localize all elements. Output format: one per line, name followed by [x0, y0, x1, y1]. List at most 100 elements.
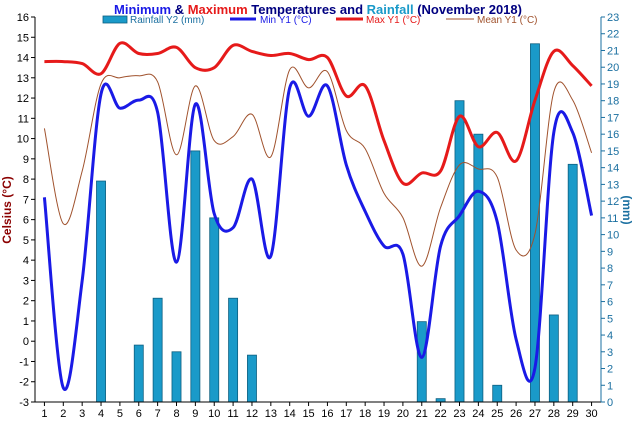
y2-tick-label: 22 [607, 29, 619, 41]
x-tick-label: 25 [491, 408, 503, 420]
x-tick-label: 27 [529, 408, 541, 420]
mean-temp-line [43, 66, 593, 267]
min-temp-line [42, 80, 594, 392]
temperature-lines [42, 41, 594, 392]
rainfall-bar [548, 314, 559, 403]
x-tick-label: 19 [378, 408, 390, 420]
rainfall-bar [171, 351, 182, 403]
x-tick-label: 12 [246, 408, 258, 420]
y2-tick-label: 10 [607, 230, 619, 242]
y-tick-label: -3 [19, 397, 29, 409]
title-minimum: Minimum [114, 2, 171, 17]
title-amp: & [171, 2, 188, 17]
title-rainfall: Rainfall [367, 2, 414, 17]
y2-tick-label: 20 [607, 62, 619, 74]
y2-tick-label: 16 [607, 129, 619, 141]
x-axis-ticks: 1 2 3 4 5 6 7 8 9 10 11 12 13 14 15 16 17 18 19 20 21 22 23 24 2… [41, 402, 598, 420]
y2-tick-label: 21 [607, 45, 619, 57]
title-month: (November 2018) [414, 2, 522, 17]
legend: Rainfall Y2 (mm) Min Y1 (°C) Max Y1 (°C)… [102, 15, 538, 26]
y2-tick-label: 2 [607, 364, 613, 376]
y-tick-label: 5 [23, 235, 29, 247]
x-tick-label: 30 [585, 408, 597, 420]
y2-tick-label: 11 [607, 213, 618, 225]
y-tick-label: -2 [19, 377, 29, 389]
x-tick-label: 9 [192, 408, 198, 420]
y-tick-label: 11 [18, 113, 29, 125]
x-tick-label: 1 [41, 408, 47, 420]
y-tick-label: 2 [23, 296, 29, 308]
y-tick-label: 0 [23, 336, 29, 348]
x-tick-label: 5 [117, 408, 123, 420]
x-tick-label: 15 [302, 408, 314, 420]
y-tick-label: -1 [19, 356, 29, 368]
rainfall-bar [152, 297, 163, 403]
y-tick-label: 13 [17, 73, 29, 85]
x-tick-label: 20 [397, 408, 409, 420]
rainfall-bar [454, 100, 465, 403]
y-axis-right-label: (mm) [620, 195, 634, 224]
y-tick-label: 3 [23, 275, 29, 287]
rainfall-bar [435, 398, 446, 403]
x-tick-label: 17 [340, 408, 352, 420]
y2-tick-label: 6 [607, 297, 613, 309]
x-tick-label: 29 [567, 408, 579, 420]
legend-min-label: Min Y1 (°C) [260, 15, 312, 26]
x-tick-label: 28 [548, 408, 560, 420]
y-axis-left-label: Celsius (°C) [0, 176, 14, 243]
x-tick-label: 18 [359, 408, 371, 420]
y2-tick-label: 12 [607, 196, 619, 208]
x-tick-label: 22 [435, 408, 447, 420]
x-tick-label: 24 [472, 408, 484, 420]
rainfall-bar [492, 384, 503, 403]
rainfall-bar [209, 217, 220, 403]
x-tick-label: 11 [227, 408, 238, 420]
y-tick-label: 12 [17, 93, 29, 105]
y-tick-label: 4 [23, 255, 29, 267]
y2-tick-label: 9 [607, 246, 613, 258]
y2-tick-label: 17 [607, 112, 619, 124]
chart-title: Minimum & Maximum Temperatures and Rainf… [114, 2, 522, 17]
x-tick-label: 23 [453, 408, 465, 420]
rainfall-bar [133, 344, 144, 403]
y-tick-label: 9 [23, 154, 29, 166]
y-tick-label: 10 [17, 134, 29, 146]
y2-tick-label: 13 [607, 179, 619, 191]
y2-tick-label: 1 [607, 380, 613, 392]
x-tick-label: 4 [98, 408, 104, 420]
rainfall-bar [473, 133, 484, 403]
rainfall-bar [416, 321, 427, 403]
y2-tick-label: 19 [607, 79, 619, 91]
title-maximum: Maximum [188, 2, 248, 17]
legend-max-label: Max Y1 (°C) [366, 15, 420, 26]
y2-tick-label: 8 [607, 263, 613, 275]
legend-rain-swatch [102, 15, 128, 24]
y2-tick-label: 4 [607, 330, 613, 342]
y2-tick-label: 15 [607, 146, 619, 158]
x-tick-label: 26 [510, 408, 522, 420]
x-tick-label: 8 [173, 408, 179, 420]
x-tick-label: 6 [136, 408, 142, 420]
y2-tick-label: 14 [607, 163, 619, 175]
rainfall-bar [190, 150, 201, 403]
y-tick-label: 15 [17, 32, 29, 44]
y-tick-label: 16 [17, 12, 29, 24]
rainfall-bar [96, 180, 106, 403]
y2-tick-label: 7 [607, 280, 613, 292]
title-temps: Temperatures and [248, 2, 367, 17]
x-tick-label: 2 [60, 408, 66, 420]
y-tick-label: 14 [17, 53, 29, 65]
y2-tick-label: 18 [607, 96, 619, 108]
y-tick-label: 7 [23, 194, 29, 206]
rainfall-bar [247, 354, 257, 403]
rainfall-bar [228, 297, 239, 403]
y2-tick-label: 5 [607, 313, 613, 325]
y2-tick-label: 23 [607, 12, 619, 24]
y-tick-label: 6 [23, 215, 29, 227]
x-tick-label: 10 [208, 408, 220, 420]
legend-mean-label: Mean Y1 (°C) [477, 15, 538, 26]
legend-rain-label: Rainfall Y2 (mm) [130, 15, 204, 26]
